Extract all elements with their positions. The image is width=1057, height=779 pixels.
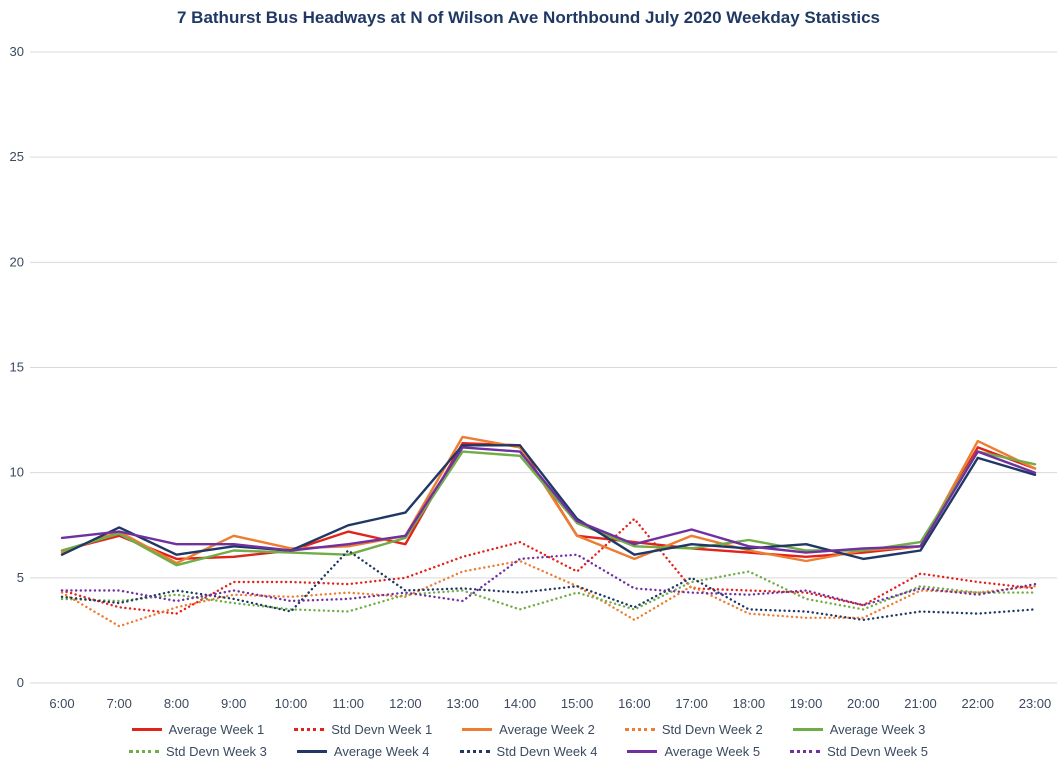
plot-area: 0 5 10 15 20 25 30 6:00 7:00 8:00 9:00 10:00 11:00 12…	[10, 44, 1057, 711]
x-tick-label-22:00: 22:00	[961, 696, 994, 711]
legend-label-std-devn-week-2: Std Devn Week 2	[661, 722, 763, 737]
x-tick-label-6:00: 6:00	[49, 696, 74, 711]
x-tick-label-18:00: 18:00	[733, 696, 766, 711]
legend-marker-solid-average-week-4	[296, 750, 327, 753]
x-tick-label-20:00: 20:00	[847, 696, 880, 711]
y-tick-label-25: 25	[10, 149, 24, 164]
legend-row-2: Std Devn Week 3 Average Week 4 Std Devn We…	[128, 744, 928, 759]
y-tick-label-30: 30	[10, 44, 24, 59]
y-tick-label-20: 20	[10, 254, 24, 269]
legend-label-std-devn-week-1: Std Devn Week 1	[331, 722, 433, 737]
legend-label-average-week-1: Average Week 1	[168, 722, 265, 737]
y-tick-label-10: 10	[10, 465, 24, 480]
legend-label-average-week-2: Average Week 2	[499, 722, 595, 737]
x-tick-label-23:00: 23:00	[1019, 696, 1052, 711]
series-line-std-devn-week-5	[60, 553, 1037, 607]
legend-label-std-devn-week-3: Std Devn Week 3	[165, 744, 267, 759]
chart-legend: Average Week 1 Std Devn Week 1 Average Wee…	[0, 722, 1057, 759]
series-line-average-week-4	[60, 444, 1037, 561]
x-tick-label-19:00: 19:00	[790, 696, 823, 711]
legend-item-average-week-2: Average Week 2	[462, 722, 595, 737]
series-line-std-devn-week-3	[60, 570, 1037, 613]
legend-item-std-devn-week-3: Std Devn Week 3	[128, 744, 267, 759]
legend-label-std-devn-week-5: Std Devn Week 5	[827, 744, 929, 759]
x-tick-label-13:00: 13:00	[446, 696, 479, 711]
x-tick-label-11:00: 11:00	[332, 696, 364, 711]
x-tick-label-12:00: 12:00	[389, 696, 422, 711]
legend-row-1: Average Week 1 Std Devn Week 1 Average Wee…	[131, 722, 926, 737]
x-tick-label-15:00: 15:00	[561, 696, 594, 711]
legend-marker-dotted-std-devn-week-2	[624, 728, 655, 731]
x-tick-label-21:00: 21:00	[904, 696, 937, 711]
legend-label-average-week-5: Average Week 5	[664, 744, 761, 759]
x-tick-label-9:00: 9:00	[221, 696, 246, 711]
legend-marker-dotted-std-devn-week-3	[128, 750, 159, 753]
y-tick-label-5: 5	[17, 570, 24, 585]
legend-item-average-week-5: Average Week 5	[627, 744, 760, 759]
series-line-average-week-1	[60, 442, 1037, 561]
legend-item-average-week-1: Average Week 1	[131, 722, 265, 737]
legend-label-std-devn-week-4: Std Devn Week 4	[496, 744, 598, 759]
x-tick-label-8:00: 8:00	[164, 696, 189, 711]
legend-marker-solid-average-week-3	[792, 728, 823, 731]
chart-title: 7 Bathurst Bus Headways at N of Wilson A…	[176, 8, 880, 27]
x-tick-label-7:00: 7:00	[107, 696, 132, 711]
legend-marker-solid-average-week-1	[131, 728, 162, 731]
legend-label-average-week-3: Average Week 3	[829, 722, 926, 737]
legend-marker-solid-average-week-5	[627, 750, 658, 753]
legend-marker-solid-average-week-2	[462, 728, 493, 731]
legend-marker-dotted-std-devn-week-1	[294, 728, 325, 731]
x-tick-label-16:00: 16:00	[618, 696, 651, 711]
legend-marker-dotted-std-devn-week-5	[790, 750, 821, 753]
legend-item-average-week-3: Average Week 3	[792, 722, 926, 737]
x-tick-label-10:00: 10:00	[275, 696, 308, 711]
y-tick-label-15: 15	[10, 360, 24, 375]
legend-item-average-week-4: Average Week 4	[296, 744, 430, 759]
legend-item-std-devn-week-5: Std Devn Week 5	[790, 744, 928, 759]
y-tick-label-0: 0	[17, 675, 24, 690]
series-line-std-devn-week-4	[60, 549, 1037, 622]
series-line-average-week-5	[60, 446, 1037, 554]
x-tick-label-17:00: 17:00	[675, 696, 708, 711]
series-line-std-devn-week-2	[60, 559, 1037, 628]
legend-label-average-week-4: Average Week 4	[333, 744, 430, 759]
legend-item-std-devn-week-2: Std Devn Week 2	[624, 722, 763, 737]
series-line-std-devn-week-1	[60, 517, 1037, 615]
legend-item-std-devn-week-1: Std Devn Week 1	[294, 722, 432, 737]
legend-item-std-devn-week-4: Std Devn Week 4	[459, 744, 598, 759]
x-tick-label-14:00: 14:00	[504, 696, 537, 711]
legend-marker-dotted-std-devn-week-4	[459, 750, 490, 753]
